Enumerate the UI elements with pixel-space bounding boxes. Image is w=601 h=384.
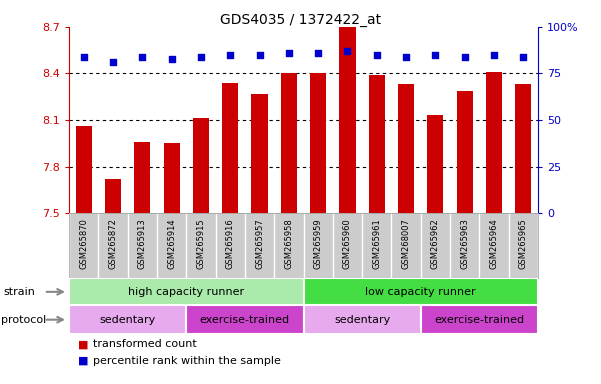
Point [225,52,235,58]
Text: percentile rank within the sample: percentile rank within the sample [93,356,281,366]
Bar [163,143,180,213]
Text: strain: strain [3,287,35,297]
Text: GSM265962: GSM265962 [431,218,440,269]
Point [372,52,382,58]
Bar [69,305,186,334]
Text: GSM265959: GSM265959 [314,218,323,269]
Bar [398,84,414,213]
Point [401,54,411,60]
Bar [340,27,356,213]
Bar [281,73,297,213]
Point [138,54,147,60]
Text: GSM265958: GSM265958 [284,218,293,269]
Bar [105,179,121,213]
Text: GSM265960: GSM265960 [343,218,352,269]
Bar [515,84,531,213]
Text: GSM268007: GSM268007 [401,218,410,269]
Bar [310,73,326,213]
Text: GSM265915: GSM265915 [197,218,206,269]
Point [79,54,88,60]
Point [313,50,323,56]
Bar [457,91,473,213]
Bar [304,278,538,305]
Text: GDS4035 / 1372422_at: GDS4035 / 1372422_at [220,13,381,27]
Bar [222,83,239,213]
Point [430,52,440,58]
Text: sedentary: sedentary [100,314,156,325]
Text: high capacity runner: high capacity runner [128,287,245,297]
Bar [304,305,421,334]
Text: sedentary: sedentary [334,314,390,325]
Text: GSM265870: GSM265870 [79,218,88,269]
Point [460,54,469,60]
Point [196,54,206,60]
Bar [69,278,304,305]
Text: transformed count: transformed count [93,339,197,349]
Bar [193,118,209,213]
Text: ■: ■ [78,339,88,349]
Point [167,55,177,61]
Text: GSM265916: GSM265916 [226,218,235,269]
Text: exercise-trained: exercise-trained [200,314,290,325]
Text: GSM265963: GSM265963 [460,218,469,269]
Text: GSM265913: GSM265913 [138,218,147,269]
Text: GSM265872: GSM265872 [109,218,118,269]
Text: GSM265961: GSM265961 [372,218,381,269]
Bar [421,305,538,334]
Bar [251,94,267,213]
Text: GSM265964: GSM265964 [489,218,498,269]
Bar [76,126,92,213]
Text: exercise-trained: exercise-trained [435,314,524,325]
Point [108,59,118,65]
Bar [134,142,150,213]
Text: protocol: protocol [1,314,46,325]
Bar [486,72,502,213]
Point [343,48,352,54]
Text: GSM265957: GSM265957 [255,218,264,269]
Text: ■: ■ [78,356,88,366]
Point [255,52,264,58]
Point [489,52,499,58]
Bar [368,75,385,213]
Bar [427,115,444,213]
Text: GSM265914: GSM265914 [167,218,176,269]
Point [519,54,528,60]
Point [284,50,294,56]
Text: low capacity runner: low capacity runner [365,287,476,297]
Bar [186,305,304,334]
Text: GSM265965: GSM265965 [519,218,528,269]
